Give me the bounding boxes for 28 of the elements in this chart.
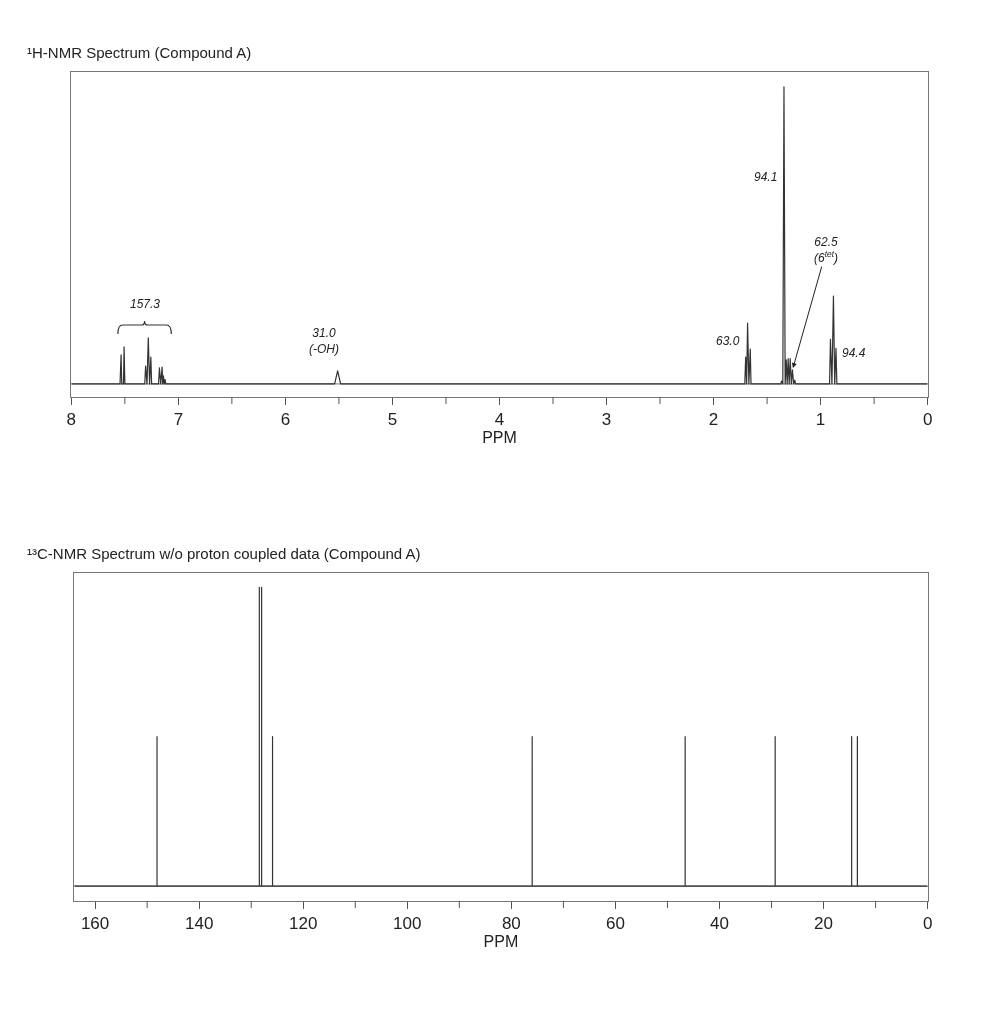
x-tick-label: 0: [922, 914, 933, 934]
chart-title: ¹³C-NMR Spectrum w/o proton coupled data (Compound A): [27, 545, 421, 562]
annotation: 157.3: [130, 297, 161, 311]
annotation: 94.4: [842, 346, 866, 360]
x-tick-label: 20: [814, 914, 834, 934]
x-tick-label: 120: [289, 914, 318, 934]
annotation: 62.5 (6$^{tet}$): [814, 235, 838, 265]
x-tick-label: 0: [922, 410, 933, 430]
x-tick-label: 100: [393, 914, 422, 934]
x-tick-label: 60: [605, 914, 625, 934]
chart-title: ¹H-NMR Spectrum (Compound A): [27, 44, 252, 61]
x-tick-label: 80: [501, 914, 521, 934]
x-tick-label: 6: [280, 410, 291, 430]
x-tick-label: 40: [710, 914, 729, 934]
x-axis-title: PPM: [482, 429, 517, 447]
x-tick-label: 1: [815, 410, 826, 430]
x-tick-label: 4: [494, 410, 505, 430]
annotation: 31.0 (-OH): [309, 326, 339, 356]
x-tick-label: 8: [66, 410, 77, 430]
x-tick-label: 3: [601, 410, 612, 430]
x-tick-label: 5: [387, 410, 398, 430]
x-tick-label: 7: [173, 410, 184, 430]
x-tick-label: 160: [80, 914, 110, 934]
x-axis-title: PPM: [483, 933, 519, 951]
x-tick-label: 140: [184, 914, 214, 934]
annotation: 94.1: [754, 170, 778, 184]
annotation: 63.0: [716, 334, 740, 348]
x-tick-label: 2: [708, 410, 719, 430]
